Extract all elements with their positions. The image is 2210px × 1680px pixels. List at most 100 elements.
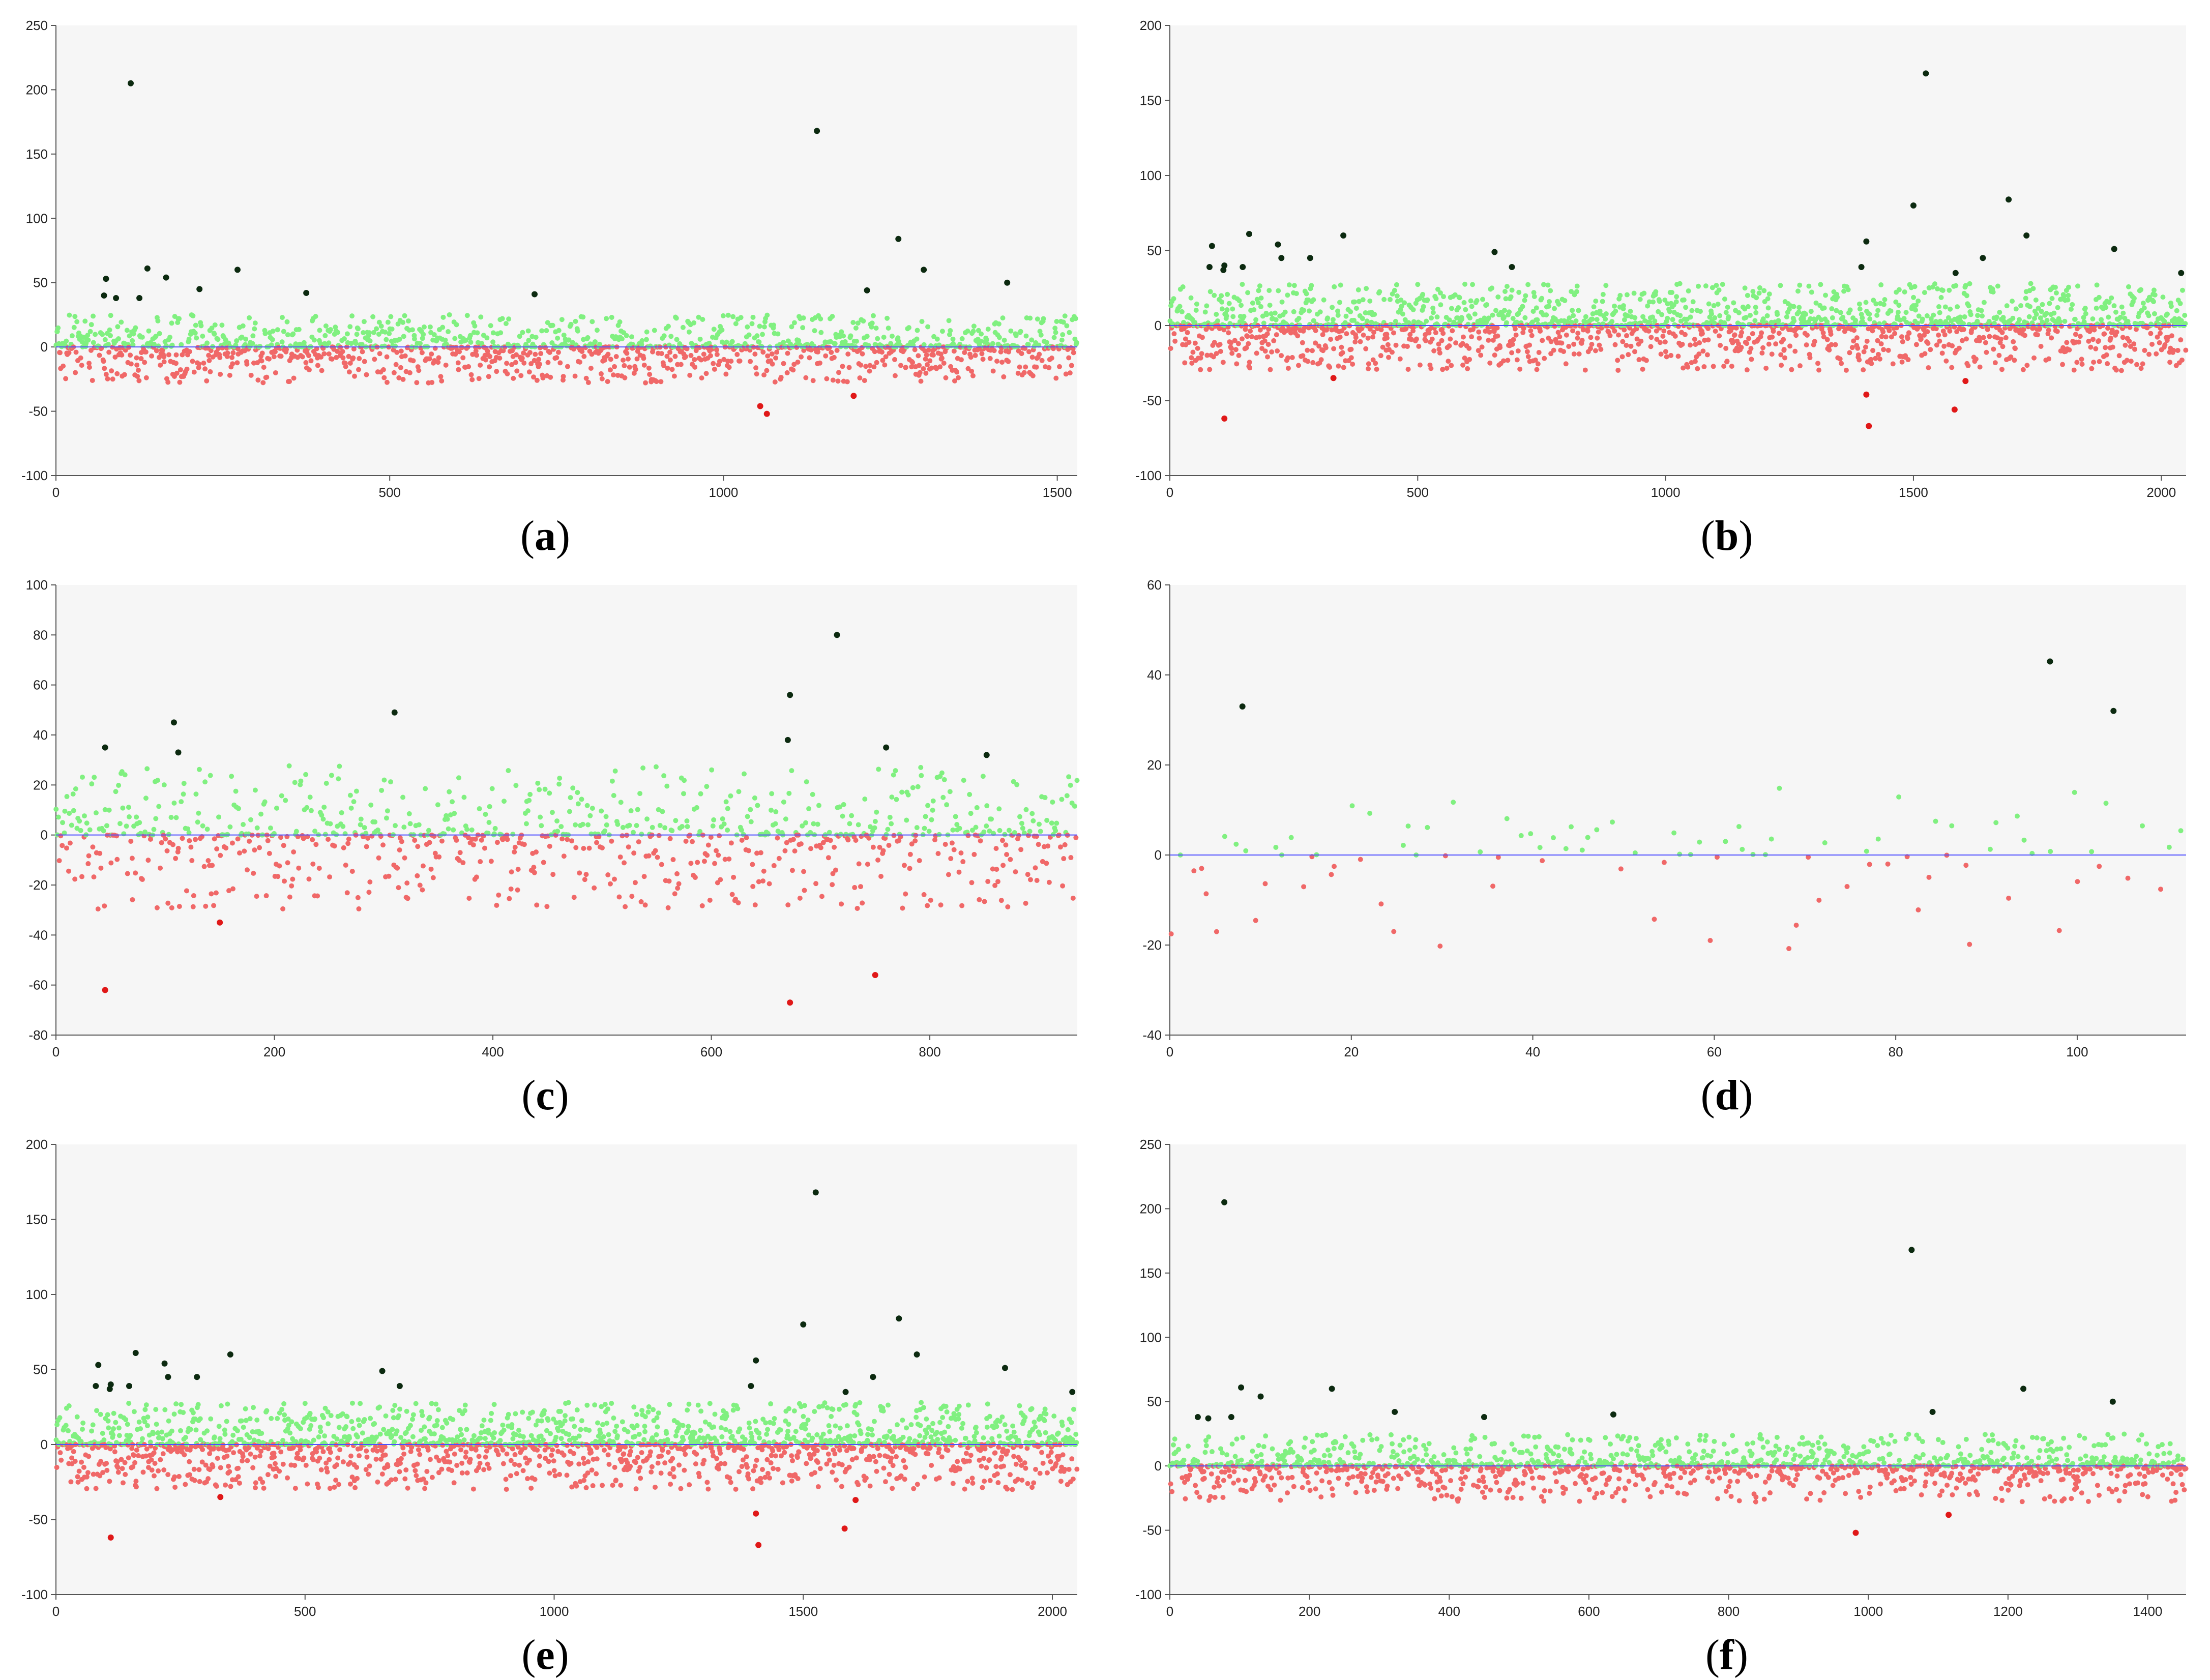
- point-positive: [1236, 298, 1242, 304]
- point-negative: [1490, 337, 1496, 343]
- point-negative: [396, 375, 402, 380]
- point-negative: [675, 886, 681, 891]
- point-negative: [230, 361, 235, 367]
- point-negative: [1916, 907, 1921, 912]
- point-negative: [1324, 327, 1330, 333]
- point-negative: [1620, 339, 1626, 344]
- point-positive: [1504, 284, 1510, 289]
- point-negative: [820, 840, 826, 845]
- point-negative: [689, 839, 695, 844]
- point-negative: [1624, 333, 1630, 338]
- point-negative: [384, 379, 390, 385]
- point-negative: [655, 854, 660, 860]
- point-positive: [1530, 309, 1536, 314]
- point-negative: [1017, 364, 1022, 370]
- point-negative: [209, 891, 214, 897]
- point-positive: [1338, 282, 1343, 288]
- point-negative: [306, 876, 312, 882]
- point-negative: [2064, 340, 2070, 345]
- point-positive: [872, 825, 877, 831]
- point-negative: [717, 833, 722, 839]
- point-negative: [494, 902, 499, 908]
- point-positive: [502, 799, 507, 804]
- point-negative: [2127, 338, 2132, 344]
- point-positive: [323, 781, 329, 786]
- point-negative: [1771, 329, 1776, 334]
- point-negative: [1676, 323, 1682, 329]
- point-positive: [538, 814, 543, 820]
- point-positive: [229, 774, 234, 779]
- point-negative: [1013, 869, 1018, 875]
- point-positive: [936, 342, 942, 348]
- point-positive: [579, 797, 584, 802]
- point-negative: [2105, 326, 2111, 331]
- point-positive: [611, 792, 616, 798]
- point-positive: [965, 328, 970, 334]
- point-negative: [170, 842, 176, 847]
- point-negative: [1373, 361, 1378, 366]
- point-positive: [268, 826, 273, 831]
- point-negative: [1232, 338, 1237, 343]
- point-negative: [1515, 348, 1521, 353]
- x-tick-label: 60: [1707, 1044, 1722, 1059]
- point-positive: [1064, 323, 1070, 329]
- point-positive: [1424, 318, 1429, 324]
- point-positive: [196, 767, 202, 772]
- point-positive: [204, 340, 210, 346]
- point-positive: [888, 341, 894, 346]
- point-positive: [811, 821, 816, 827]
- point-negative: [1807, 355, 1813, 361]
- point-positive: [725, 806, 730, 811]
- point-positive: [80, 1420, 86, 1426]
- point-negative: [1892, 331, 1898, 336]
- point-negative: [494, 369, 499, 374]
- point-negative: [287, 894, 292, 900]
- point-positive: [1752, 318, 1758, 323]
- point-positive: [376, 319, 382, 325]
- outlier-high-point: [196, 286, 203, 292]
- point-negative: [1721, 364, 1727, 369]
- y-tick-label: 40: [1147, 667, 1162, 683]
- point-negative: [514, 368, 520, 374]
- point-positive: [1233, 841, 1239, 847]
- point-negative: [1816, 367, 1822, 373]
- point-positive: [215, 337, 221, 342]
- point-negative: [414, 380, 420, 386]
- point-positive: [2140, 823, 2145, 829]
- point-positive: [615, 821, 621, 827]
- point-negative: [350, 355, 356, 361]
- point-negative: [846, 365, 852, 370]
- point-negative: [750, 862, 755, 867]
- point-positive: [1541, 282, 1547, 287]
- point-negative: [998, 349, 1004, 355]
- point-negative: [672, 353, 678, 359]
- point-positive: [319, 812, 325, 818]
- point-positive: [1990, 289, 1996, 295]
- point-negative: [937, 364, 943, 370]
- point-negative: [119, 352, 125, 358]
- point-negative: [346, 369, 352, 375]
- point-negative: [583, 872, 589, 877]
- point-positive: [126, 1401, 132, 1406]
- point-negative: [1295, 333, 1301, 339]
- point-negative: [699, 903, 705, 908]
- point-positive: [93, 332, 98, 337]
- point-positive: [2017, 317, 2022, 322]
- point-positive: [320, 816, 326, 822]
- point-positive: [545, 320, 550, 326]
- point-positive: [973, 824, 979, 830]
- point-negative: [1885, 861, 1891, 867]
- point-negative: [1514, 357, 1520, 363]
- point-negative: [159, 840, 164, 845]
- data-points: [53, 763, 1080, 912]
- point-negative: [1008, 857, 1013, 862]
- point-positive: [1266, 288, 1272, 293]
- point-negative: [103, 1445, 109, 1451]
- point-negative: [1460, 341, 1465, 346]
- point-negative: [577, 870, 582, 876]
- point-positive: [661, 773, 667, 779]
- point-negative: [1837, 356, 1843, 362]
- point-positive: [506, 316, 512, 322]
- point-negative: [1040, 859, 1045, 864]
- point-negative: [1327, 364, 1333, 370]
